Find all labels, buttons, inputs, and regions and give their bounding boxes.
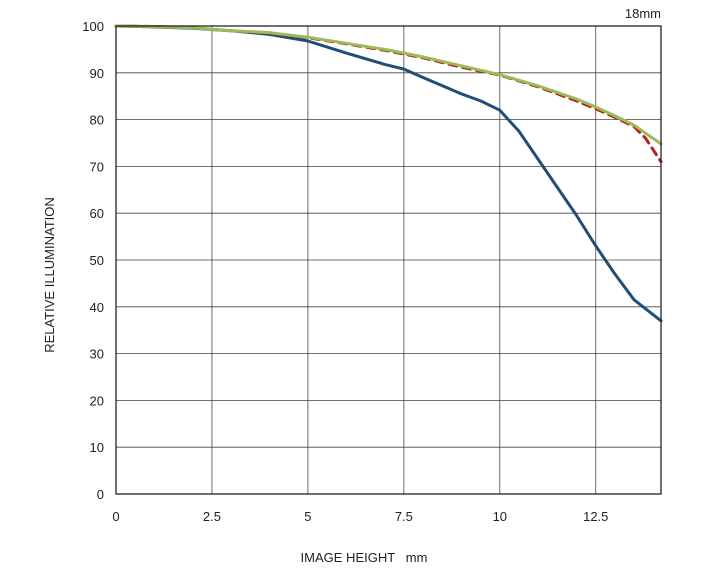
y-tick-labels: 0 10 20 30 40 50 60 70 80 90 100 — [82, 19, 104, 502]
series-line-2 — [114, 24, 663, 164]
x-tick-labels: 0 2.5 5 7.5 10 12.5 — [112, 509, 608, 524]
x-axis-label: IMAGE HEIGHT mm — [301, 550, 428, 565]
grid-lines — [115, 25, 661, 495]
series-line-3 — [114, 24, 663, 146]
y-tick-label: 10 — [90, 440, 104, 455]
series-line-1 — [114, 24, 663, 323]
focal-length-label: 18mm — [625, 6, 661, 21]
y-tick-label: 70 — [90, 159, 104, 174]
y-tick-label: 60 — [90, 206, 104, 221]
y-tick-label: 80 — [90, 113, 104, 128]
plot-frame — [115, 25, 662, 495]
x-tick-label: 10 — [493, 509, 507, 524]
x-tick-label: 5 — [304, 509, 311, 524]
y-tick-label: 30 — [90, 347, 104, 362]
y-tick-label: 90 — [90, 66, 104, 81]
x-tick-label: 12.5 — [583, 509, 608, 524]
x-tick-label: 0 — [112, 509, 119, 524]
y-tick-label: 50 — [90, 253, 104, 268]
y-axis-label: RELATIVE ILLUMINATION — [42, 197, 57, 353]
y-tick-label: 20 — [90, 393, 104, 408]
series-lines — [114, 24, 663, 323]
y-tick-label: 100 — [82, 19, 104, 34]
y-tick-label: 40 — [90, 300, 104, 315]
x-tick-label: 7.5 — [395, 509, 413, 524]
y-tick-label: 0 — [97, 487, 104, 502]
x-tick-label: 2.5 — [203, 509, 221, 524]
